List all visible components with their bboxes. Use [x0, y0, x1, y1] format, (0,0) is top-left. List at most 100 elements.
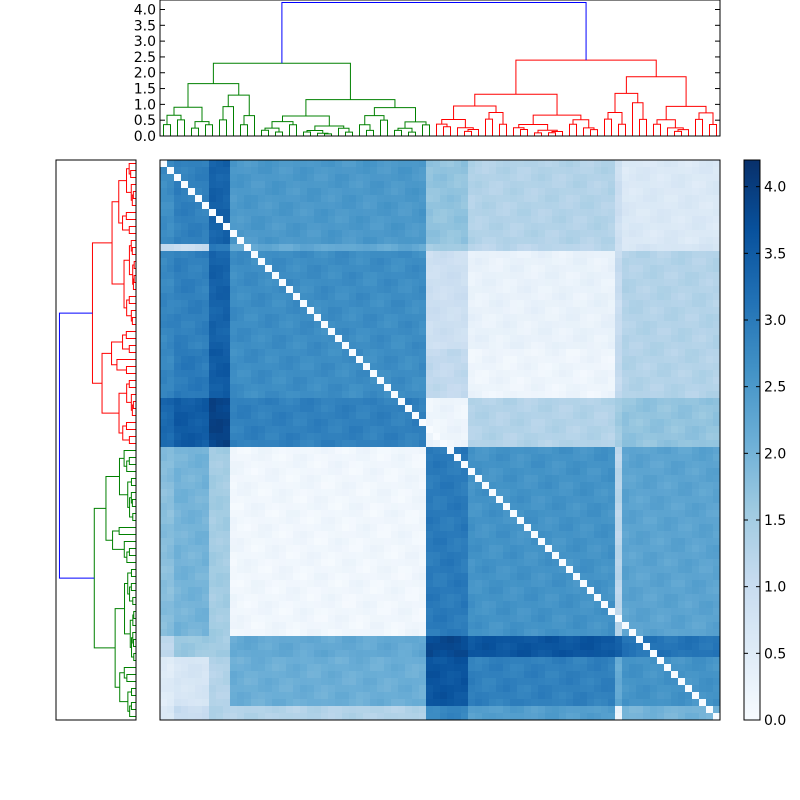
heatmap-cell: [391, 545, 399, 553]
heatmap-cell: [440, 160, 448, 168]
heatmap-cell: [531, 384, 539, 392]
heatmap-cell: [419, 468, 427, 476]
heatmap-cell: [251, 223, 259, 231]
heatmap-cell: [608, 195, 616, 203]
top-dendrogram-link: [590, 129, 598, 136]
heatmap-cell: [244, 538, 252, 546]
heatmap-cell: [503, 412, 511, 420]
heatmap-cell: [377, 454, 385, 462]
heatmap-cell: [237, 398, 245, 406]
heatmap-cell: [678, 454, 686, 462]
heatmap-cell: [503, 307, 511, 315]
heatmap-cell: [496, 440, 504, 448]
heatmap-cell: [468, 468, 476, 476]
heatmap-cell: [370, 454, 378, 462]
heatmap-cell: [181, 517, 189, 525]
heatmap-cell: [629, 223, 637, 231]
heatmap-cell: [573, 552, 581, 560]
heatmap-cell: [524, 209, 532, 217]
heatmap-cell: [167, 538, 175, 546]
heatmap-cell: [356, 419, 364, 427]
heatmap-cell: [482, 181, 490, 189]
heatmap-cell: [160, 181, 168, 189]
heatmap-cell: [328, 279, 336, 287]
heatmap-cell: [601, 230, 609, 238]
heatmap-cell: [573, 188, 581, 196]
heatmap-cell: [356, 405, 364, 413]
heatmap-cell: [671, 503, 679, 511]
heatmap-cell: [692, 272, 700, 280]
heatmap-cell: [671, 223, 679, 231]
heatmap-cell: [657, 321, 665, 329]
heatmap-cell: [615, 391, 623, 399]
heatmap-cell: [594, 405, 602, 413]
heatmap-cell: [594, 272, 602, 280]
heatmap-cell: [342, 244, 350, 252]
heatmap-cell: [377, 160, 385, 168]
heatmap-cell: [629, 510, 637, 518]
heatmap-cell: [622, 468, 630, 476]
heatmap-cell: [363, 517, 371, 525]
heatmap-cell: [286, 482, 294, 490]
heatmap-cell: [713, 167, 721, 175]
heatmap-cell: [286, 489, 294, 497]
heatmap-cell: [223, 398, 231, 406]
heatmap-cell: [629, 468, 637, 476]
heatmap-cell: [566, 272, 574, 280]
heatmap-cell: [167, 461, 175, 469]
heatmap-cell: [482, 454, 490, 462]
heatmap-cell: [482, 356, 490, 364]
heatmap-cell: [265, 328, 273, 336]
heatmap-cell: [335, 363, 343, 371]
left-dendrogram-link: [123, 259, 130, 309]
heatmap-cell: [713, 531, 721, 539]
left-dendrogram-link: [128, 345, 136, 353]
heatmap-cell: [454, 468, 462, 476]
heatmap-cell: [391, 209, 399, 217]
heatmap-cell: [447, 531, 455, 539]
heatmap-cell: [524, 293, 532, 301]
heatmap-cell: [510, 307, 518, 315]
heatmap-cell: [286, 391, 294, 399]
heatmap-cell: [440, 342, 448, 350]
heatmap-cell: [517, 258, 525, 266]
heatmap-cell: [650, 223, 658, 231]
heatmap-cell: [657, 307, 665, 315]
heatmap-cell: [566, 447, 574, 455]
heatmap-cell: [594, 216, 602, 224]
heatmap-cell: [167, 307, 175, 315]
heatmap-cell: [664, 160, 672, 168]
heatmap-cell: [237, 454, 245, 462]
heatmap-cell: [559, 391, 567, 399]
heatmap-cell: [174, 391, 182, 399]
heatmap-cell: [622, 482, 630, 490]
heatmap-cell: [447, 391, 455, 399]
heatmap-cell: [671, 531, 679, 539]
heatmap-cell: [335, 293, 343, 301]
heatmap-cell: [202, 307, 210, 315]
heatmap-cell: [286, 496, 294, 504]
heatmap-cell: [601, 559, 609, 567]
heatmap-cell: [692, 426, 700, 434]
heatmap-cell: [629, 405, 637, 413]
heatmap-cell: [251, 552, 259, 560]
heatmap-cell: [160, 559, 168, 567]
heatmap-cell: [650, 496, 658, 504]
heatmap-cell: [286, 188, 294, 196]
heatmap-cell: [685, 244, 693, 252]
heatmap-cell: [405, 433, 413, 441]
heatmap-cell: [195, 538, 203, 546]
heatmap-cell: [657, 328, 665, 336]
heatmap-cell: [615, 426, 623, 434]
heatmap-cell: [265, 559, 273, 567]
heatmap-cell: [209, 398, 217, 406]
heatmap-cell: [342, 531, 350, 539]
heatmap-cell: [174, 174, 182, 182]
heatmap-cell: [314, 517, 322, 525]
heatmap-cell: [699, 398, 707, 406]
heatmap-cell: [258, 377, 266, 385]
heatmap-cell: [293, 356, 301, 364]
heatmap-cell: [300, 335, 308, 343]
heatmap-cell: [412, 209, 420, 217]
top-y-tick-label: 0.5: [134, 113, 156, 129]
